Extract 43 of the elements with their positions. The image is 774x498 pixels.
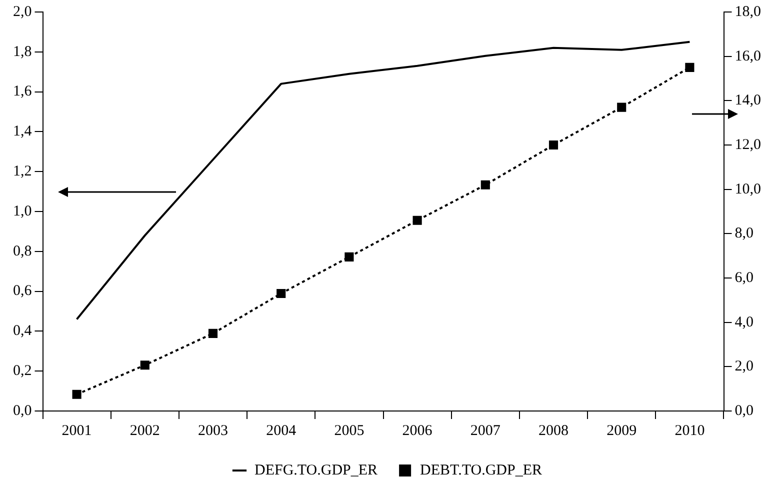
y-tick-label: 1,6: [13, 84, 32, 100]
x-tick-label: 2010: [674, 422, 705, 439]
y2-tick-label: 10,0: [734, 181, 761, 198]
legend-label: DEBT.TO.GDP_ER: [420, 462, 542, 478]
x-tick-label: 2007: [470, 422, 501, 439]
x-tick-label: 2006: [402, 422, 433, 439]
point: [140, 360, 150, 370]
x-tick-label: 2002: [130, 422, 160, 439]
x-tick-label: 2005: [334, 422, 364, 439]
y2-tick-label: 16,0: [734, 48, 761, 64]
point: [548, 140, 558, 150]
y2-tick-label: 2,0: [734, 358, 754, 375]
point: [412, 216, 422, 225]
y2-tick-label: 8,0: [734, 226, 754, 242]
y-tick-label: 1,2: [13, 164, 32, 180]
y2-tick-label: 0,0: [734, 402, 754, 419]
y-tick-label: 0,0: [13, 402, 32, 419]
point: [344, 252, 354, 262]
y-tick-label: 0,8: [13, 243, 32, 260]
y2-tick-label: 6,0: [734, 270, 754, 286]
x-tick-label: 2001: [62, 422, 92, 439]
x-tick-label: 2008: [538, 422, 568, 439]
point: [276, 288, 286, 298]
y-tick-label: 1,8: [13, 44, 32, 60]
x-tick-label: 2009: [606, 422, 637, 439]
legend-label: DEFG.TO.GDP_ER: [254, 462, 378, 478]
y-tick-label: 0,6: [13, 283, 32, 300]
y-tick-label: 2,0: [13, 4, 32, 20]
x-tick-label: 2004: [266, 422, 297, 439]
point: [480, 180, 490, 190]
y2-tick-label: 18,0: [734, 4, 761, 20]
point: [617, 102, 626, 112]
point: [685, 62, 694, 72]
x-tick-label: 2003: [198, 422, 228, 439]
y-tick-label: 1,4: [13, 124, 32, 140]
point: [208, 328, 218, 338]
y2-tick-label: 12,0: [734, 136, 761, 153]
y-tick-label: 0,2: [13, 363, 32, 380]
y2-tick-label: 4,0: [734, 314, 754, 330]
point: [72, 390, 82, 399]
y-tick-label: 1,0: [13, 203, 32, 220]
y2-tick-label: 14,0: [734, 92, 761, 109]
y-tick-label: 0,4: [13, 323, 32, 340]
